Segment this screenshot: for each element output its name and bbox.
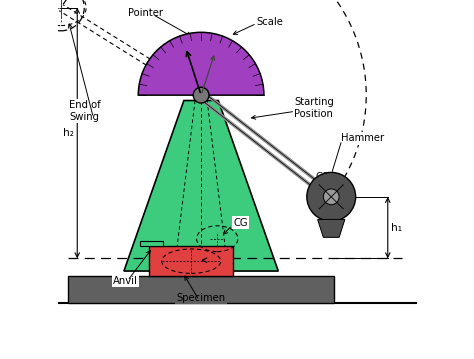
Text: h₂: h₂ xyxy=(63,128,74,138)
Polygon shape xyxy=(68,276,334,303)
Text: Anvil: Anvil xyxy=(113,276,138,286)
Circle shape xyxy=(323,189,339,205)
Text: Pointer: Pointer xyxy=(128,8,163,18)
Text: Starting
Position: Starting Position xyxy=(294,97,334,118)
Circle shape xyxy=(307,172,356,221)
Text: Specimen: Specimen xyxy=(176,293,226,303)
Text: CG: CG xyxy=(316,172,330,182)
Polygon shape xyxy=(318,219,345,237)
Text: h₁: h₁ xyxy=(392,223,402,233)
Polygon shape xyxy=(140,241,164,246)
Text: Scale: Scale xyxy=(257,17,283,27)
Polygon shape xyxy=(149,246,233,276)
Text: CG: CG xyxy=(233,218,248,228)
Circle shape xyxy=(193,87,209,103)
Text: Hammer: Hammer xyxy=(341,133,384,143)
Polygon shape xyxy=(124,101,278,271)
Text: End of
Swing: End of Swing xyxy=(69,101,100,122)
Wedge shape xyxy=(138,32,264,95)
